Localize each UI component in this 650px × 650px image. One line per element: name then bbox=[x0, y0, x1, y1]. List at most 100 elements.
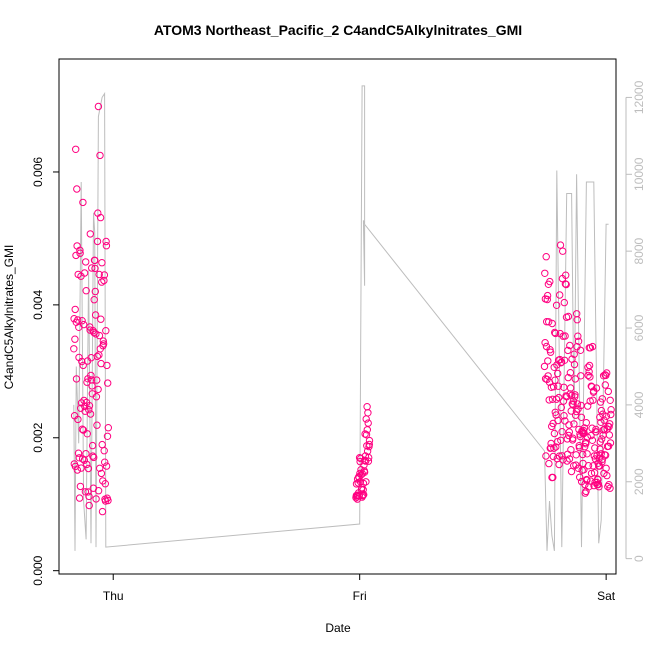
data-point bbox=[575, 443, 584, 452]
data-point bbox=[101, 480, 110, 488]
data-point bbox=[94, 102, 103, 111]
data-point bbox=[98, 278, 106, 286]
data-point bbox=[102, 462, 111, 470]
data-point bbox=[91, 264, 99, 273]
data-point bbox=[571, 375, 579, 383]
data-point bbox=[598, 395, 606, 403]
data-point bbox=[562, 392, 570, 400]
data-point bbox=[79, 361, 87, 370]
data-point bbox=[78, 455, 87, 463]
y2-tick-label: 0 bbox=[632, 555, 646, 562]
data-point bbox=[570, 350, 578, 358]
data-point bbox=[90, 328, 98, 337]
data-point bbox=[603, 471, 611, 480]
data-point bbox=[78, 317, 86, 325]
y2-tick-label: 6000 bbox=[632, 314, 646, 341]
data-point bbox=[566, 369, 575, 377]
data-point bbox=[543, 291, 552, 300]
data-point bbox=[70, 345, 78, 353]
data-point bbox=[95, 331, 104, 340]
data-point bbox=[581, 480, 589, 489]
data-point bbox=[553, 438, 562, 446]
data-point bbox=[546, 348, 555, 356]
y2-tick-label: 4000 bbox=[632, 391, 646, 418]
data-point bbox=[98, 259, 106, 267]
data-point bbox=[560, 298, 568, 307]
data-point bbox=[100, 276, 108, 285]
data-point bbox=[606, 439, 615, 447]
data-point bbox=[580, 424, 589, 432]
data-point bbox=[545, 318, 553, 326]
data-point bbox=[101, 458, 109, 466]
data-point bbox=[605, 423, 613, 431]
data-point bbox=[78, 425, 87, 433]
data-point bbox=[597, 406, 606, 415]
data-point bbox=[88, 441, 97, 450]
data-point bbox=[363, 403, 371, 411]
data-point bbox=[356, 469, 364, 478]
data-point bbox=[72, 375, 81, 383]
x-tick-label: Thu bbox=[103, 589, 124, 603]
data-point bbox=[572, 451, 580, 459]
data-point bbox=[566, 341, 574, 350]
data-point bbox=[94, 385, 102, 394]
data-point bbox=[545, 459, 553, 468]
data-point bbox=[550, 429, 559, 438]
data-point bbox=[360, 468, 369, 476]
data-point bbox=[573, 316, 581, 324]
data-point bbox=[563, 435, 571, 443]
data-point bbox=[91, 311, 100, 319]
data-point bbox=[577, 413, 586, 421]
data-point bbox=[359, 491, 367, 500]
data-point bbox=[582, 419, 590, 427]
data-point bbox=[587, 469, 596, 478]
data-point bbox=[365, 453, 373, 462]
data-point bbox=[588, 424, 596, 432]
data-point bbox=[78, 357, 86, 366]
data-point bbox=[73, 185, 81, 193]
data-point bbox=[606, 420, 614, 428]
data-point bbox=[605, 481, 613, 489]
data-point bbox=[83, 378, 91, 386]
secondary-line-path bbox=[73, 85, 609, 551]
data-point bbox=[364, 457, 373, 465]
data-point bbox=[576, 346, 585, 354]
data-point bbox=[86, 410, 95, 418]
data-point bbox=[584, 371, 592, 380]
data-point bbox=[102, 327, 110, 335]
data-point bbox=[88, 382, 96, 390]
data-point bbox=[93, 352, 102, 361]
data-point bbox=[555, 460, 563, 469]
data-point bbox=[92, 330, 100, 338]
data-point bbox=[71, 305, 79, 314]
data-point bbox=[584, 363, 592, 371]
y-tick-label: 0.004 bbox=[31, 290, 45, 320]
data-point bbox=[596, 445, 604, 453]
data-point bbox=[560, 412, 568, 420]
data-point bbox=[103, 361, 111, 370]
data-point bbox=[76, 246, 84, 255]
data-point bbox=[75, 323, 83, 331]
data-point bbox=[82, 287, 90, 295]
data-point bbox=[603, 369, 611, 377]
data-point bbox=[587, 431, 595, 440]
data-point bbox=[566, 384, 575, 392]
y-tick-label: 0.006 bbox=[31, 157, 45, 187]
data-point bbox=[81, 488, 90, 496]
data-point bbox=[584, 462, 593, 470]
data-point bbox=[589, 396, 597, 404]
data-point bbox=[103, 432, 112, 440]
chart-title: ATOM3 Northeast_Pacific_2 C4andC5Alkylni… bbox=[154, 22, 522, 38]
data-point bbox=[96, 213, 105, 222]
data-point bbox=[543, 295, 551, 304]
data-point bbox=[73, 466, 82, 474]
data-point bbox=[555, 393, 563, 402]
data-point bbox=[72, 145, 80, 154]
data-point bbox=[599, 426, 608, 434]
data-point bbox=[104, 496, 112, 505]
data-point bbox=[79, 426, 88, 434]
data-point bbox=[86, 326, 94, 334]
data-point bbox=[365, 440, 373, 449]
data-point bbox=[576, 473, 584, 481]
data-point bbox=[96, 464, 104, 472]
